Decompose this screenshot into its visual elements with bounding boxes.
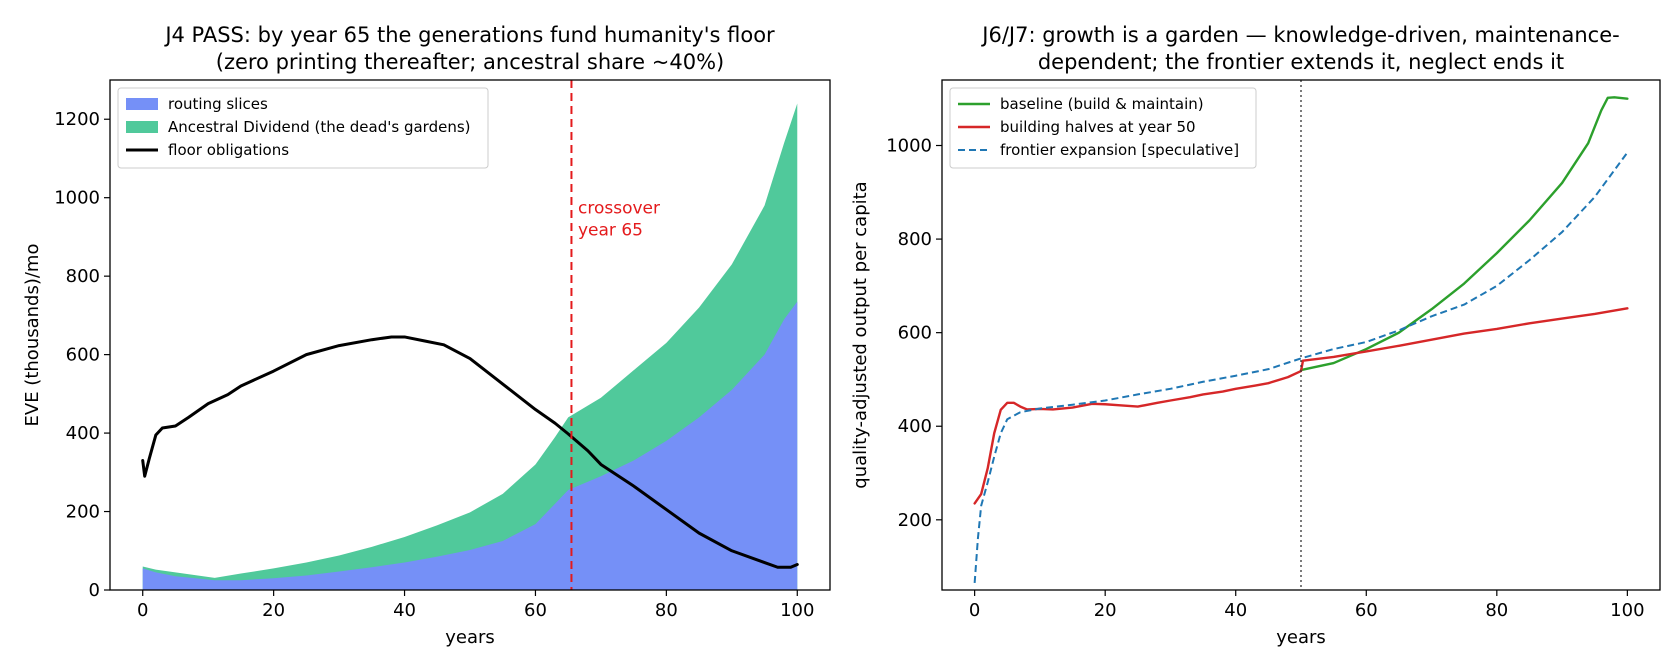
x-axis-label: years	[445, 627, 495, 648]
y-axis-label: quality-adjusted output per capita	[850, 181, 871, 488]
chart-title: J6/J7: growth is a garden — knowledge-dr…	[980, 23, 1619, 47]
x-tick-label: 80	[655, 600, 678, 621]
y-tick-label: 400	[898, 416, 932, 437]
legend-label: baseline (build & maintain)	[1000, 95, 1204, 113]
legend: routing slices Ancestral Dividend (the de…	[117, 87, 489, 169]
plot-area	[973, 96, 1629, 584]
line-series-baseline-build-maintain-	[1299, 96, 1629, 372]
x-tick-label: 40	[393, 600, 416, 621]
x-tick-label: 100	[1610, 600, 1644, 621]
y-tick-label: 200	[898, 510, 932, 531]
legend-label: floor obligations	[168, 141, 289, 159]
line-series-frontier-expansion-speculative-	[973, 151, 1629, 584]
x-tick-label: 100	[780, 600, 814, 621]
y-tick-label: 1200	[54, 109, 100, 130]
x-tick-label: 20	[1094, 600, 1117, 621]
area-series-routing-slices	[142, 301, 798, 590]
legend-box	[117, 87, 489, 169]
x-tick-label: 0	[137, 600, 148, 621]
y-axis-label: EVE (thousands)/mo	[22, 244, 43, 427]
x-tick-label: 60	[524, 600, 547, 621]
annotation-text: year 65	[578, 220, 643, 240]
y-tick-label: 800	[898, 229, 932, 250]
legend-label: building halves at year 50	[1000, 118, 1196, 136]
annotation-text: crossover	[578, 198, 660, 218]
x-tick-label: 20	[262, 600, 285, 621]
x-tick-label: 0	[969, 600, 980, 621]
plot-area	[141, 103, 799, 590]
x-axis-label: years	[1276, 627, 1326, 648]
legend-swatch	[126, 98, 158, 110]
x-tick-label: 80	[1485, 600, 1508, 621]
y-tick-label: 400	[66, 423, 100, 444]
line-series-building-halves-at-year-50	[973, 307, 1629, 505]
x-tick-label: 40	[1224, 600, 1247, 621]
y-tick-label: 600	[66, 345, 100, 366]
y-tick-label: 0	[89, 580, 100, 601]
chart-panel-1: J4 PASS: by year 65 the generations fund…	[22, 23, 831, 648]
y-tick-label: 1000	[54, 188, 100, 209]
chart-title: dependent; the frontier extends it, negl…	[1038, 50, 1564, 74]
y-tick-label: 200	[66, 502, 100, 523]
legend-label: routing slices	[168, 95, 268, 113]
x-tick-label: 60	[1355, 600, 1378, 621]
legend: baseline (build & maintain) building halv…	[949, 87, 1257, 169]
chart-panel-2: J6/J7: growth is a garden — knowledge-dr…	[850, 23, 1661, 648]
chart-title: J4 PASS: by year 65 the generations fund…	[163, 23, 775, 47]
y-tick-label: 600	[898, 323, 932, 344]
legend-label: Ancestral Dividend (the dead's gardens)	[168, 118, 471, 136]
y-tick-label: 800	[66, 266, 100, 287]
legend-swatch	[126, 121, 158, 133]
axes-frame	[941, 79, 1661, 591]
legend-label: frontier expansion [speculative]	[1000, 141, 1239, 159]
axes-frame	[109, 79, 831, 591]
y-tick-label: 1000	[886, 136, 932, 157]
legend-box	[949, 87, 1257, 169]
line-series-floor-obligations	[141, 335, 799, 569]
chart-title: (zero printing thereafter; ancestral sha…	[216, 50, 725, 74]
